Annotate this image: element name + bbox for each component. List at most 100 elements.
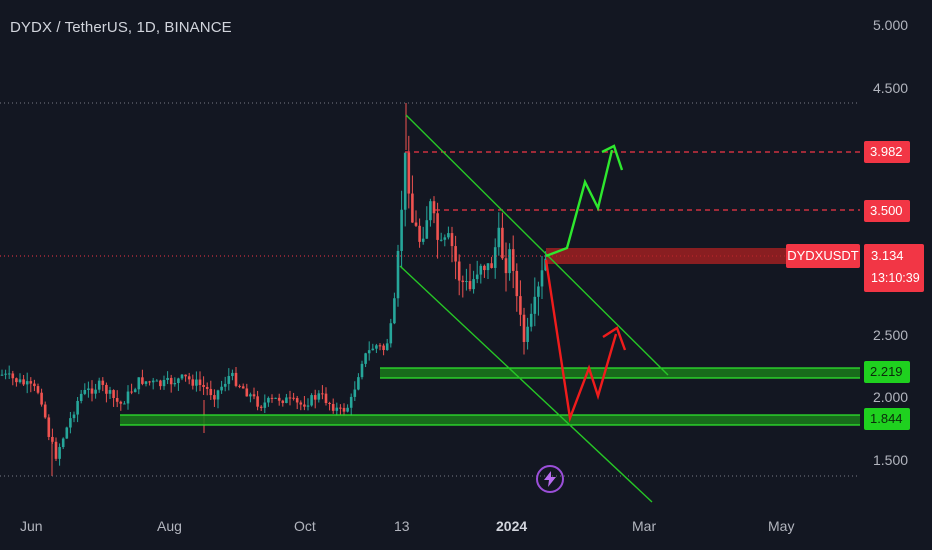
candle-body	[295, 398, 299, 403]
candle-body	[123, 403, 126, 405]
candle-body	[231, 372, 234, 377]
candle-body	[407, 152, 411, 194]
candle-body	[357, 377, 360, 390]
chart-title: DYDX / TetherUS, 1D, BINANCE	[10, 19, 232, 36]
price-tag-3982: 3.982	[864, 141, 910, 163]
candle-body	[245, 388, 249, 397]
candle-body	[421, 238, 425, 242]
candle-body	[79, 393, 83, 401]
candle-body	[288, 397, 292, 399]
candle-body	[148, 381, 151, 383]
candle-body	[468, 281, 472, 290]
candle-body	[151, 380, 155, 383]
candle-body	[303, 404, 306, 407]
candle-body	[65, 427, 69, 439]
candle-body	[429, 201, 432, 221]
candle-body	[87, 388, 90, 390]
candle-body	[360, 363, 364, 378]
candle-body	[133, 389, 137, 393]
candle-body	[475, 274, 479, 280]
price-tag-3500: 3.500	[864, 200, 910, 222]
candle-body	[162, 379, 166, 387]
candle-body	[76, 400, 79, 415]
candle-body	[18, 379, 22, 383]
candle-body	[321, 393, 324, 395]
lightning-bolt-icon[interactable]	[536, 465, 564, 493]
candle-body	[43, 404, 47, 418]
candle-body	[25, 381, 29, 385]
candle-body	[249, 394, 252, 397]
candle-body	[270, 397, 274, 399]
y-tick-2000: 2.000	[873, 389, 908, 405]
candle-body	[537, 286, 540, 297]
candle-body	[285, 397, 288, 403]
candle-body	[141, 377, 144, 384]
candlestick-series	[0, 103, 547, 476]
candle-body	[7, 373, 11, 375]
y-tick-1500: 1.500	[873, 452, 908, 468]
candle-body	[378, 345, 382, 347]
chart-annotations	[0, 102, 860, 503]
x-tick-aug: Aug	[157, 518, 182, 534]
candle-body	[0, 374, 4, 376]
support-band-2219	[380, 368, 860, 378]
candle-body	[519, 296, 522, 315]
candle-body	[353, 389, 357, 397]
candle-body	[166, 377, 169, 380]
candle-body	[15, 378, 18, 383]
candle-body	[267, 397, 270, 403]
candle-body	[389, 323, 393, 344]
candle-body	[259, 406, 263, 408]
candle-body	[155, 380, 159, 382]
candle-body	[263, 402, 267, 408]
candle-body	[306, 405, 310, 407]
candle-body	[461, 280, 465, 283]
candle-body	[364, 353, 367, 364]
candle-body	[223, 383, 227, 387]
price-tag-1844: 1.844	[864, 408, 910, 430]
x-tick-mar: Mar	[632, 518, 656, 534]
candle-body	[414, 222, 418, 226]
candle-body	[29, 381, 33, 384]
x-tick-may: May	[768, 518, 794, 534]
candle-body	[526, 326, 529, 342]
symbol-label: DYDXUSDT	[786, 244, 860, 268]
candle-body	[252, 394, 256, 397]
candle-body	[241, 386, 245, 389]
candle-body	[94, 389, 97, 394]
candle-body	[511, 249, 515, 271]
candle-body	[310, 395, 313, 406]
candle-body	[472, 279, 475, 290]
candle-body	[342, 407, 346, 412]
candle-body	[493, 247, 497, 268]
candle-body	[281, 400, 285, 403]
candle-body	[346, 407, 349, 412]
candle-body	[169, 377, 173, 385]
candle-body	[400, 209, 403, 251]
y-tick-2500: 2.500	[873, 327, 908, 343]
x-axis: Jun Aug Oct 13 2024 Mar May	[20, 518, 794, 534]
candle-body	[443, 237, 447, 240]
x-tick-jun: Jun	[20, 518, 43, 534]
candle-body	[447, 233, 450, 238]
candle-body	[522, 314, 526, 342]
candle-body	[72, 414, 76, 419]
candle-body	[501, 227, 504, 259]
candle-body	[213, 395, 216, 400]
candle-body	[382, 345, 385, 350]
candle-body	[367, 350, 371, 354]
candle-body	[375, 345, 378, 349]
candle-body	[112, 390, 115, 399]
candle-body	[33, 383, 36, 387]
candle-body	[191, 379, 195, 386]
candle-body	[403, 152, 407, 210]
bearish-projection-path	[544, 259, 618, 423]
candle-body	[450, 233, 454, 247]
candle-body	[115, 398, 119, 402]
candle-body	[292, 397, 295, 399]
candle-body	[339, 407, 342, 409]
candle-body	[411, 193, 414, 223]
candle-body	[396, 250, 400, 299]
candle-body	[385, 343, 389, 350]
